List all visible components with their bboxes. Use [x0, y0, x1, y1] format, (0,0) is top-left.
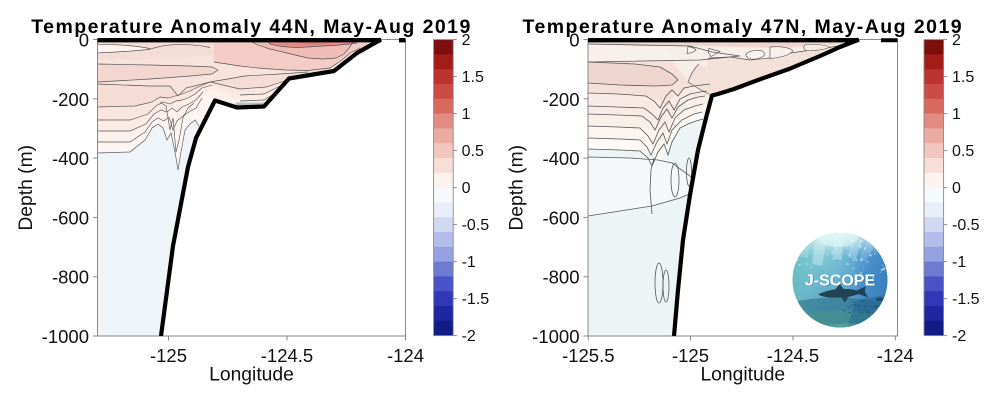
svg-text:-2: -2 [952, 328, 966, 345]
svg-text:-400: -400 [542, 148, 579, 169]
svg-text:-124: -124 [387, 345, 424, 366]
svg-text:1.5: 1.5 [952, 69, 974, 86]
svg-text:Longitude: Longitude [209, 365, 294, 386]
svg-text:-124.5: -124.5 [767, 345, 819, 366]
svg-text:-800: -800 [542, 267, 579, 288]
svg-text:2: 2 [462, 32, 471, 49]
svg-text:-1000: -1000 [42, 326, 89, 347]
svg-text:2: 2 [952, 32, 961, 49]
svg-text:Depth (m): Depth (m) [16, 145, 37, 231]
svg-text:-1.5: -1.5 [952, 291, 980, 308]
svg-text:-1.5: -1.5 [462, 291, 490, 308]
svg-text:-125: -125 [150, 345, 187, 366]
svg-text:-200: -200 [52, 89, 89, 110]
svg-text:Depth (m): Depth (m) [507, 145, 528, 231]
svg-text:0.5: 0.5 [952, 143, 974, 160]
svg-text:0.5: 0.5 [462, 143, 484, 160]
svg-text:1: 1 [952, 106, 961, 123]
svg-text:0: 0 [569, 30, 579, 51]
svg-text:Longitude: Longitude [700, 365, 785, 386]
svg-text:-124: -124 [877, 345, 914, 366]
svg-text:-124.5: -124.5 [261, 345, 313, 366]
svg-text:-125: -125 [672, 345, 709, 366]
svg-text:1.5: 1.5 [462, 69, 484, 86]
svg-text:-1000: -1000 [532, 326, 579, 347]
svg-text:0: 0 [952, 180, 961, 197]
svg-text:J-SCOPE: J-SCOPE [805, 273, 876, 290]
svg-text:-600: -600 [542, 207, 579, 228]
svg-text:0: 0 [79, 30, 89, 51]
svg-text:1: 1 [462, 106, 471, 123]
svg-text:-1: -1 [462, 254, 476, 271]
svg-text:J-SCOPE: J-SCOPE [805, 272, 876, 289]
svg-text:Temperature Anomaly 44N, May-A: Temperature Anomaly 44N, May-Aug 2019 [31, 16, 472, 38]
svg-text:-600: -600 [52, 207, 89, 228]
svg-text:-1: -1 [952, 254, 966, 271]
svg-text:0: 0 [462, 180, 471, 197]
svg-text:Temperature Anomaly 47N, May-A: Temperature Anomaly 47N, May-Aug 2019 [523, 16, 964, 38]
svg-text:-0.5: -0.5 [462, 217, 490, 234]
svg-text:-2: -2 [462, 328, 476, 345]
svg-text:-800: -800 [52, 267, 89, 288]
svg-text:-400: -400 [52, 148, 89, 169]
svg-text:-0.5: -0.5 [952, 217, 980, 234]
svg-text:-200: -200 [542, 89, 579, 110]
svg-text:-125.5: -125.5 [562, 345, 614, 366]
